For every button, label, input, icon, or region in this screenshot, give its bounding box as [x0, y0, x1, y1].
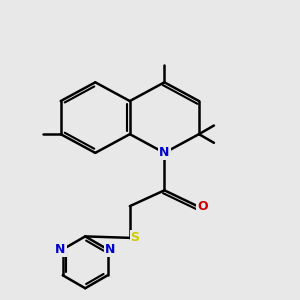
Text: N: N [55, 243, 66, 256]
Text: S: S [130, 231, 140, 244]
Text: N: N [159, 146, 170, 159]
Text: O: O [197, 200, 208, 213]
Text: N: N [105, 243, 115, 256]
